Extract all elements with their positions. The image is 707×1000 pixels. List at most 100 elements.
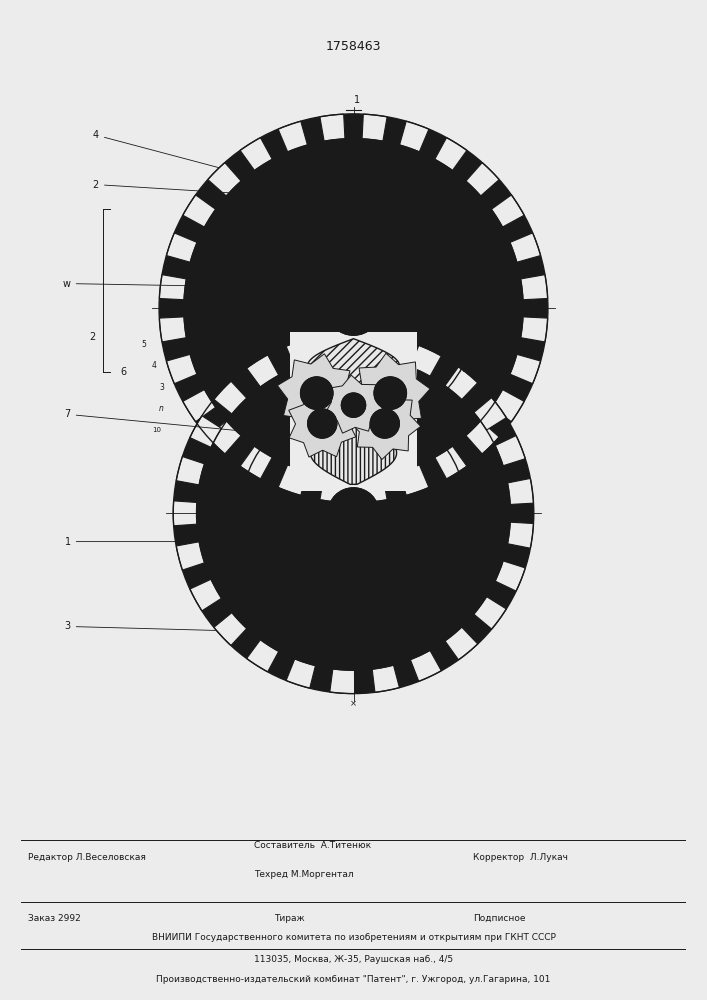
Circle shape (341, 393, 366, 417)
Polygon shape (399, 121, 429, 152)
Polygon shape (320, 114, 345, 141)
Text: 10: 10 (152, 427, 161, 433)
Text: 1: 1 (64, 537, 260, 547)
Text: Корректор  Л.Лукач: Корректор Л.Лукач (473, 853, 568, 862)
Polygon shape (445, 367, 478, 400)
Text: 3: 3 (64, 621, 216, 631)
Polygon shape (183, 195, 216, 227)
Polygon shape (190, 579, 221, 611)
Polygon shape (290, 332, 417, 491)
Polygon shape (240, 446, 272, 479)
Text: n=3: n=3 (481, 545, 497, 554)
Polygon shape (520, 317, 548, 342)
Circle shape (300, 377, 333, 409)
Polygon shape (278, 121, 308, 152)
Text: Тираж: Тираж (274, 914, 305, 923)
Polygon shape (247, 640, 279, 672)
Polygon shape (159, 275, 187, 300)
Polygon shape (247, 355, 279, 387)
Polygon shape (372, 334, 399, 362)
Text: 7: 7 (64, 409, 272, 434)
Text: 5: 5 (141, 340, 146, 349)
Polygon shape (495, 561, 525, 591)
Polygon shape (372, 665, 399, 692)
Polygon shape (286, 659, 315, 688)
Circle shape (370, 409, 399, 438)
Polygon shape (214, 381, 247, 414)
Polygon shape (466, 421, 499, 454)
Polygon shape (474, 597, 506, 629)
Text: Редактор Л.Веселовская: Редактор Л.Веселовская (28, 853, 146, 862)
Text: Подписное: Подписное (473, 914, 525, 923)
Polygon shape (466, 163, 499, 196)
Text: 1: 1 (354, 95, 360, 105)
Text: 2: 2 (93, 180, 228, 193)
Circle shape (327, 281, 380, 335)
Circle shape (173, 333, 534, 694)
Polygon shape (278, 465, 308, 495)
Polygon shape (445, 627, 478, 660)
Text: m=3: m=3 (488, 298, 506, 307)
Polygon shape (520, 275, 548, 300)
Text: n=1: n=1 (474, 460, 490, 469)
Polygon shape (320, 475, 345, 502)
Polygon shape (176, 542, 204, 570)
Text: 4: 4 (93, 130, 218, 168)
Text: 3: 3 (159, 383, 164, 392)
Circle shape (374, 377, 407, 409)
Polygon shape (435, 446, 467, 479)
Text: 1758463: 1758463 (326, 39, 381, 52)
Polygon shape (208, 421, 241, 454)
Polygon shape (240, 138, 272, 170)
Polygon shape (329, 669, 355, 694)
Polygon shape (491, 195, 524, 227)
Polygon shape (410, 345, 441, 376)
Polygon shape (208, 163, 241, 196)
Circle shape (341, 393, 366, 417)
Polygon shape (474, 398, 506, 430)
Circle shape (300, 377, 333, 409)
Polygon shape (325, 375, 383, 433)
Text: 113035, Москва, Ж-35, Раушская наб., 4/5: 113035, Москва, Ж-35, Раушская наб., 4/5 (254, 955, 453, 964)
Polygon shape (308, 339, 399, 393)
Polygon shape (510, 354, 541, 384)
Polygon shape (329, 333, 355, 358)
Polygon shape (214, 613, 247, 646)
Polygon shape (508, 478, 534, 504)
Text: ×: × (350, 699, 357, 708)
Text: 4: 4 (152, 361, 157, 370)
Text: m=2: m=2 (474, 330, 492, 339)
Polygon shape (183, 390, 216, 422)
Polygon shape (399, 465, 429, 495)
Polygon shape (166, 354, 197, 384)
Polygon shape (277, 354, 356, 432)
Polygon shape (286, 338, 315, 368)
Polygon shape (491, 390, 524, 422)
Polygon shape (362, 114, 387, 141)
Polygon shape (310, 421, 397, 484)
Polygon shape (351, 353, 430, 433)
Text: Производственно-издательский комбинат "Патент", г. Ужгород, ул.Гагарина, 101: Производственно-издательский комбинат "П… (156, 975, 551, 984)
Text: m=1: m=1 (460, 365, 478, 374)
Text: Составитель  А.Титенюк: Составитель А.Титенюк (254, 841, 371, 850)
Text: m=4: m=4 (502, 269, 520, 278)
Polygon shape (349, 388, 421, 460)
Polygon shape (410, 650, 441, 681)
Circle shape (374, 377, 407, 409)
Text: n: n (159, 404, 164, 413)
Circle shape (308, 409, 337, 438)
Polygon shape (173, 501, 197, 526)
Text: ВНИИПИ Государственного комитета по изобретениям и открытиям при ГКНТ СССР: ВНИИПИ Государственного комитета по изоб… (151, 933, 556, 942)
Polygon shape (159, 317, 187, 342)
Circle shape (370, 409, 399, 438)
Polygon shape (176, 457, 204, 485)
Text: Заказ 2992: Заказ 2992 (28, 914, 81, 923)
Circle shape (159, 114, 548, 503)
Text: w: w (63, 279, 262, 289)
Text: 6: 6 (121, 367, 127, 377)
Polygon shape (362, 475, 387, 502)
Text: n=2: n=2 (488, 499, 504, 508)
Polygon shape (495, 436, 525, 466)
Polygon shape (166, 233, 197, 262)
Polygon shape (190, 416, 221, 447)
